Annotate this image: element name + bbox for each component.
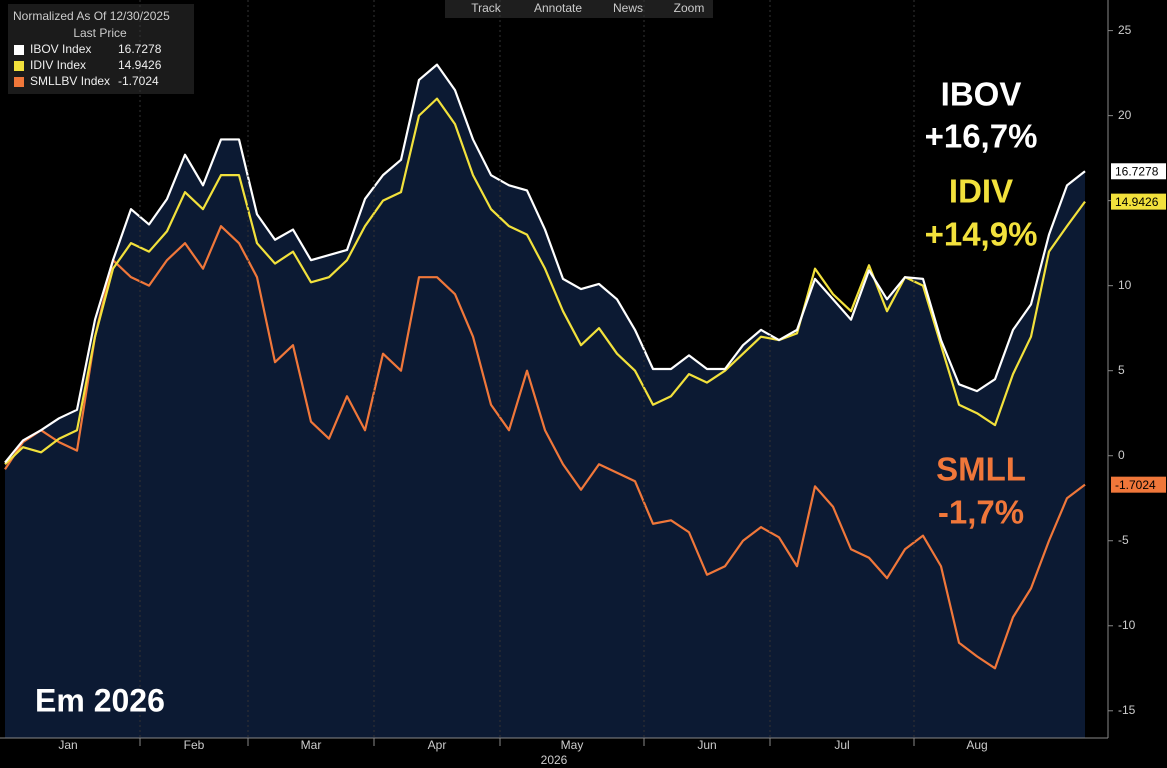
toolbar-button[interactable]: News — [613, 1, 643, 15]
legend-value: 14.9426 — [118, 58, 162, 72]
legend-swatch — [14, 61, 24, 71]
y-tick-label: 5 — [1118, 363, 1125, 377]
x-axis-label: 2026 — [541, 753, 568, 767]
line — [4, 63, 1086, 464]
annotation: IBOV — [941, 76, 1022, 113]
annotation: +14,9% — [925, 216, 1038, 253]
legend-label: SMLLBV Index — [30, 74, 110, 88]
x-tick-label: Jan — [58, 738, 77, 752]
annotation: SMLL — [936, 451, 1026, 488]
legend-swatch — [14, 77, 24, 87]
toolbar-button[interactable]: Annotate — [534, 1, 582, 15]
x-tick-label: Jun — [697, 738, 716, 752]
area — [5, 64, 1085, 739]
annotation: -1,7% — [938, 494, 1024, 531]
annotation: +16,7% — [925, 118, 1038, 155]
legend-subtitle: Last Price — [73, 26, 127, 40]
legend-label: IBOV Index — [30, 42, 91, 56]
x-tick-label: Feb — [184, 738, 205, 752]
y-tick-label: 20 — [1118, 108, 1132, 122]
last-value-box — [1111, 163, 1166, 180]
plot-area — [4, 63, 1086, 739]
annotation: Em 2026 — [35, 682, 165, 718]
y-tick-label: -10 — [1118, 618, 1136, 632]
y-tick-label: -15 — [1118, 703, 1136, 717]
line — [4, 225, 1086, 670]
y-tick-label: -5 — [1118, 533, 1129, 547]
x-tick-label: Aug — [966, 738, 987, 752]
toolbar — [445, 0, 713, 18]
last-value-label: 16.7278 — [1115, 164, 1159, 178]
legend-value: 16.7278 — [118, 42, 162, 56]
legend-box — [8, 4, 194, 94]
legend-value: -1.7024 — [118, 74, 159, 88]
legend-title: Normalized As Of 12/30/2025 — [13, 9, 170, 23]
x-tick-label: Mar — [301, 738, 322, 752]
annotation: IDIV — [949, 173, 1013, 210]
y-tick-label: 25 — [1118, 23, 1132, 37]
y-tick-label: 10 — [1118, 278, 1132, 292]
x-tick-label: Apr — [428, 738, 447, 752]
last-value-box — [1111, 193, 1166, 210]
toolbar-button[interactable]: Zoom — [674, 1, 705, 15]
legend-label: IDIV Index — [30, 58, 86, 72]
last-value-box — [1111, 476, 1166, 493]
legend-swatch — [14, 45, 24, 55]
last-value-label: 14.9426 — [1115, 195, 1159, 209]
x-tick-label: Jul — [834, 738, 849, 752]
y-tick-label: 0 — [1118, 448, 1125, 462]
x-tick-label: May — [561, 738, 584, 752]
toolbar-button[interactable]: Track — [471, 1, 502, 15]
last-value-label: -1.7024 — [1115, 478, 1156, 492]
